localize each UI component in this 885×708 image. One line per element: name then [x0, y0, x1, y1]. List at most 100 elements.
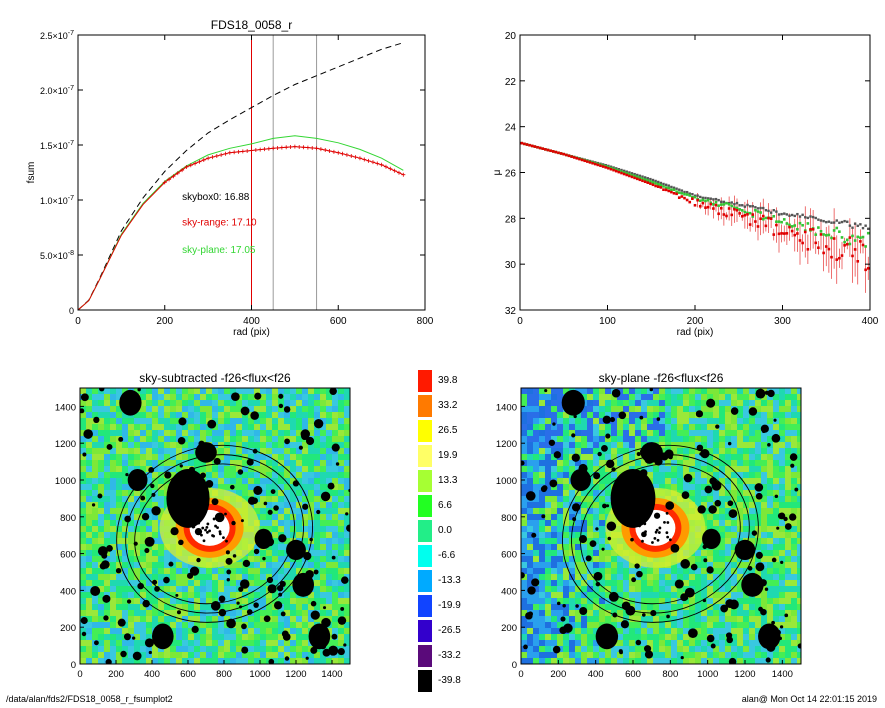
- image-pixel: [779, 448, 785, 454]
- data-point-plus: [245, 148, 250, 153]
- image-pixel: [761, 448, 767, 454]
- data-point-black: [859, 223, 862, 226]
- image-pixel: [338, 640, 344, 646]
- image-pixel: [569, 616, 575, 622]
- data-point-red: [580, 158, 584, 162]
- image-pixel: [104, 526, 110, 532]
- image-pixel: [581, 562, 587, 568]
- image-pixel: [92, 424, 98, 430]
- image-pixel: [80, 484, 86, 490]
- image-pixel: [242, 658, 248, 664]
- image-pixel: [521, 406, 527, 412]
- image-pixel: [320, 448, 326, 454]
- image-pixel: [326, 466, 332, 472]
- image-pixel: [665, 634, 671, 640]
- image-pixel: [344, 400, 350, 406]
- data-point-red: [586, 160, 589, 163]
- image-pixel: [797, 568, 801, 574]
- image-pixel: [206, 406, 212, 412]
- image-pixel: [731, 640, 737, 646]
- image-pixel: [164, 550, 170, 556]
- image-pixel: [134, 454, 140, 460]
- image-pixel: [104, 622, 110, 628]
- image-pixel: [152, 532, 158, 538]
- data-point-black: [777, 213, 781, 216]
- image-pixel: [314, 538, 320, 544]
- image-pixel: [314, 436, 320, 442]
- data-point-red: [528, 143, 531, 147]
- x-tick-label: 0: [75, 316, 81, 327]
- image-pixel: [116, 406, 122, 412]
- image-pixel: [755, 646, 761, 652]
- image-pixel: [128, 586, 134, 592]
- image-pixel: [683, 604, 689, 610]
- image-pixel: [326, 562, 332, 568]
- image-pixel: [713, 448, 719, 454]
- image-pixel: [695, 454, 701, 460]
- image-pixel: [779, 496, 785, 502]
- image-pixel: [254, 478, 260, 484]
- image-pixel: [581, 622, 587, 628]
- image-pixel: [320, 388, 326, 394]
- data-point-black: [662, 182, 665, 186]
- image-pixel: [791, 418, 797, 424]
- data-point-black: [738, 204, 741, 207]
- image-pixel: [242, 484, 248, 490]
- image-pixel: [593, 532, 599, 538]
- image-pixel: [206, 592, 212, 598]
- image-pixel: [344, 538, 350, 544]
- image-pixel: [599, 460, 605, 466]
- image-pixel: [170, 460, 176, 466]
- image-pixel: [581, 586, 587, 592]
- image-pixel: [182, 622, 188, 628]
- image-pixel: [545, 544, 551, 550]
- image-pixel: [134, 658, 140, 664]
- image-pixel: [641, 574, 647, 580]
- data-point-red: [817, 246, 820, 250]
- y-axis-label: μ: [492, 169, 503, 175]
- image-pixel: [230, 634, 236, 640]
- image-pixel: [563, 424, 569, 430]
- image-pixel: [629, 580, 635, 586]
- image-pixel: [212, 394, 218, 400]
- image-pixel: [248, 646, 254, 652]
- image-pixel: [779, 598, 785, 604]
- image-pixel: [296, 514, 302, 520]
- data-point-red: [733, 207, 736, 211]
- image-pixel: [587, 406, 593, 412]
- image-pixel: [635, 628, 641, 634]
- image-pixel: [290, 478, 296, 484]
- image-pixel: [749, 466, 755, 472]
- image-pixel: [581, 532, 587, 538]
- image-pixel: [683, 640, 689, 646]
- image-pixel: [146, 412, 152, 418]
- image-pixel: [260, 502, 266, 508]
- image-pixel: [731, 562, 737, 568]
- image-pixel: [290, 400, 296, 406]
- image-pixel: [314, 406, 320, 412]
- image-pixel: [308, 592, 314, 598]
- image-pixel: [116, 658, 122, 664]
- image-pixel: [569, 562, 575, 568]
- image-pixel: [206, 436, 212, 442]
- data-point-black: [720, 200, 723, 204]
- image-pixel: [629, 640, 635, 646]
- image-pixel: [527, 424, 533, 430]
- image-pixel: [551, 574, 557, 580]
- image-pixel: [332, 412, 338, 418]
- image-pixel: [755, 490, 761, 496]
- image-pixel: [134, 448, 140, 454]
- data-point-red: [782, 232, 786, 235]
- image-pixel: [671, 574, 677, 580]
- image-pixel: [623, 430, 629, 436]
- image-pixel: [338, 568, 344, 574]
- image-pixel: [533, 484, 539, 490]
- data-point-red: [546, 148, 550, 152]
- image-pixel: [659, 646, 665, 652]
- data-point-green: [793, 224, 797, 227]
- image-pixel: [272, 388, 278, 394]
- image-pixel: [290, 412, 296, 418]
- image-pixel: [314, 478, 320, 484]
- data-point-plus: [301, 145, 306, 150]
- data-point-green: [838, 230, 841, 233]
